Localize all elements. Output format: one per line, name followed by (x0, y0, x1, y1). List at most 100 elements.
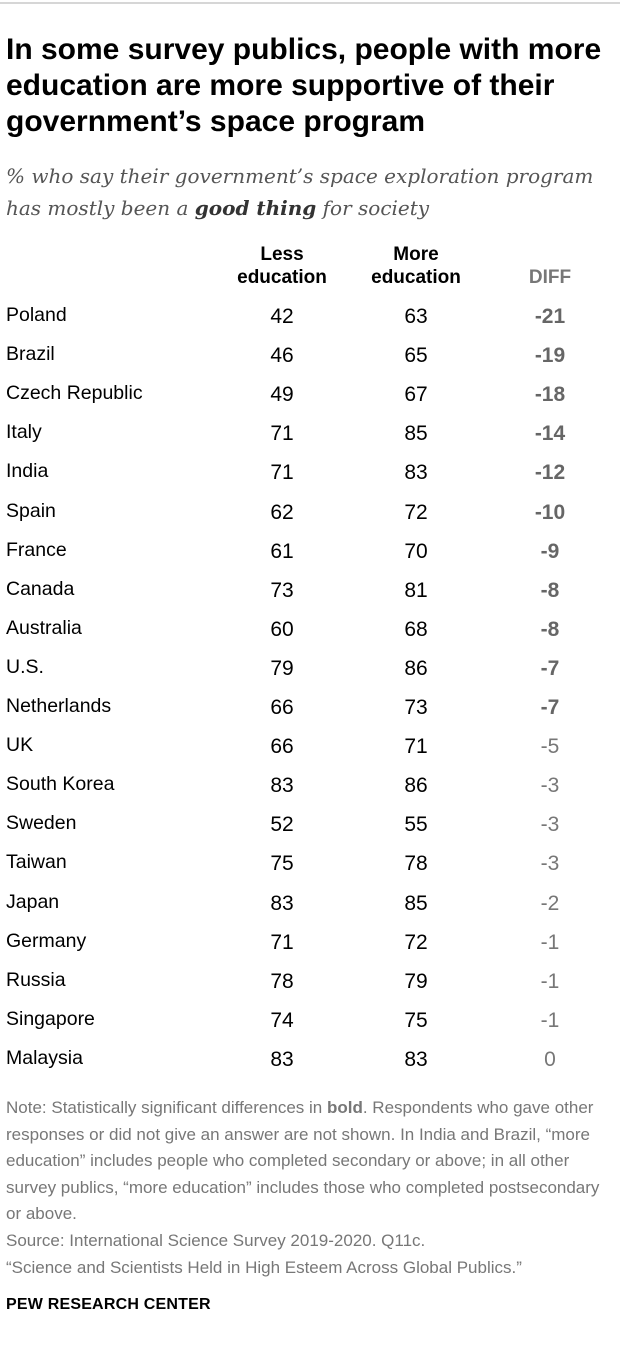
column-header-less-education: Less education (224, 243, 340, 289)
row-less-education-value: 52 (270, 813, 294, 837)
source-line-2: “Science and Scientists Held in High Est… (6, 1257, 522, 1277)
row-less-education-value: 46 (270, 344, 294, 368)
table-row: Malaysia 83 83 0 (0, 1039, 620, 1078)
chart-subtitle: % who say their government’s space explo… (6, 160, 614, 224)
table-row: India 71 83 -12 (0, 452, 620, 491)
row-more-education-value: 81 (404, 578, 428, 602)
subtitle-text-2: for society (316, 196, 430, 220)
row-diff-value: -19 (534, 344, 566, 368)
row-more-education-value: 79 (404, 969, 428, 993)
row-diff-value: -7 (540, 696, 560, 719)
row-less-education-value: 79 (270, 656, 294, 680)
source-line-1: Source: International Science Survey 201… (6, 1231, 426, 1250)
row-more-education-value: 67 (404, 383, 428, 407)
table-row: Canada 73 81 -8 (0, 570, 620, 609)
row-country-label: Spain (6, 499, 56, 522)
row-more-education-value: 71 (404, 735, 428, 759)
row-more-education-value: 72 (404, 930, 428, 954)
row-less-education-value: 75 (270, 852, 294, 876)
row-less-education-value: 83 (270, 891, 294, 915)
row-more-education-value: 86 (404, 656, 428, 680)
row-diff-value: -8 (540, 578, 560, 602)
row-country-label: Netherlands (6, 695, 112, 717)
row-country-label: South Korea (6, 773, 115, 796)
row-more-education-value: 65 (404, 344, 428, 368)
row-country-label: Germany (6, 929, 87, 952)
table-row: Netherlands 66 73 -7 (0, 687, 620, 726)
row-country-label: Brazil (6, 343, 55, 366)
table-row: Spain 62 72 -10 (0, 492, 620, 531)
row-more-education-value: 85 (404, 891, 428, 915)
row-less-education-value: 60 (270, 617, 294, 641)
table-row: Italy 71 85 -14 (0, 413, 620, 452)
row-diff-value: -10 (534, 500, 566, 524)
top-rule (0, 2, 620, 4)
row-more-education-value: 83 (404, 461, 428, 485)
pew-logo: PEW RESEARCH CENTER (6, 1296, 211, 1313)
row-diff-value: -12 (534, 461, 566, 485)
row-more-education-value: 68 (404, 617, 428, 641)
table-row: UK 66 71 -5 (0, 726, 620, 765)
column-header-more-line2: education (371, 267, 461, 288)
note-emphasis: bold (326, 1098, 363, 1117)
row-country-label: U.S. (6, 655, 44, 678)
row-less-education-value: 71 (270, 930, 294, 954)
table-row: U.S. 79 86 -7 (0, 648, 620, 687)
row-less-education-value: 62 (270, 500, 294, 524)
row-country-label: Taiwan (6, 851, 67, 874)
row-diff-value: -18 (534, 383, 566, 407)
table-row: France 61 70 -9 (0, 531, 620, 570)
row-less-education-value: 61 (270, 539, 294, 563)
row-diff-value: -3 (540, 774, 560, 798)
table-row: Brazil 46 65 -19 (0, 335, 620, 374)
row-diff-value: -14 (534, 422, 566, 446)
row-less-education-value: 73 (270, 578, 294, 602)
table-row: Czech Republic 49 67 -18 (0, 374, 620, 413)
subtitle-emphasis: good thing (194, 196, 317, 220)
row-more-education-value: 73 (404, 696, 428, 719)
row-diff-value: -3 (540, 813, 560, 837)
row-diff-value: -5 (540, 735, 560, 759)
row-less-education-value: 74 (270, 1008, 294, 1032)
chart-note: Note: Statistically significant differen… (6, 1095, 614, 1228)
row-less-education-value: 71 (270, 422, 294, 446)
note-text-1: Note: Statistically significant differen… (6, 1098, 327, 1117)
chart-title: In some survey publics, people with more… (6, 33, 602, 138)
table-row: Poland 42 63 -21 (0, 296, 620, 335)
table-row: Japan 83 85 -2 (0, 883, 620, 922)
row-diff-value: -1 (540, 1008, 560, 1032)
row-less-education-value: 78 (270, 969, 294, 993)
row-country-label: Italy (6, 421, 42, 444)
table-row: Australia 60 68 -8 (0, 609, 620, 648)
row-less-education-value: 42 (270, 305, 294, 328)
column-header-more-education: More education (358, 243, 474, 289)
column-header-more-line1: More (393, 244, 439, 265)
row-more-education-value: 83 (404, 1047, 428, 1071)
column-header-less-line1: Less (260, 244, 304, 265)
note-text-2: . Respondents who gave other responses o… (6, 1098, 600, 1223)
row-diff-value: 0 (544, 1047, 556, 1071)
row-country-label: Australia (6, 616, 82, 639)
row-less-education-value: 71 (270, 461, 294, 485)
row-more-education-value: 63 (404, 305, 428, 328)
row-country-label: Czech Republic (6, 382, 143, 405)
row-country-label: Japan (6, 890, 60, 913)
row-diff-value: -3 (540, 852, 560, 876)
subtitle-text-1: % who say their government’s space explo… (6, 164, 594, 220)
table-row: Russia 78 79 -1 (0, 961, 620, 1000)
row-country-label: Malaysia (6, 1046, 83, 1069)
row-less-education-value: 49 (270, 383, 294, 407)
row-more-education-value: 78 (404, 852, 428, 876)
row-more-education-value: 75 (404, 1008, 428, 1032)
row-more-education-value: 70 (404, 539, 428, 563)
row-diff-value: -9 (540, 539, 560, 563)
table-row: Sweden 52 55 -3 (0, 804, 620, 843)
row-less-education-value: 66 (270, 696, 294, 719)
row-less-education-value: 83 (270, 1047, 294, 1071)
row-country-label: Russia (6, 968, 66, 991)
table-row: Germany 71 72 -1 (0, 922, 620, 961)
column-header-diff: DIFF (528, 267, 572, 288)
row-country-label: Singapore (6, 1007, 95, 1030)
row-more-education-value: 72 (404, 500, 428, 524)
row-more-education-value: 85 (404, 422, 428, 446)
